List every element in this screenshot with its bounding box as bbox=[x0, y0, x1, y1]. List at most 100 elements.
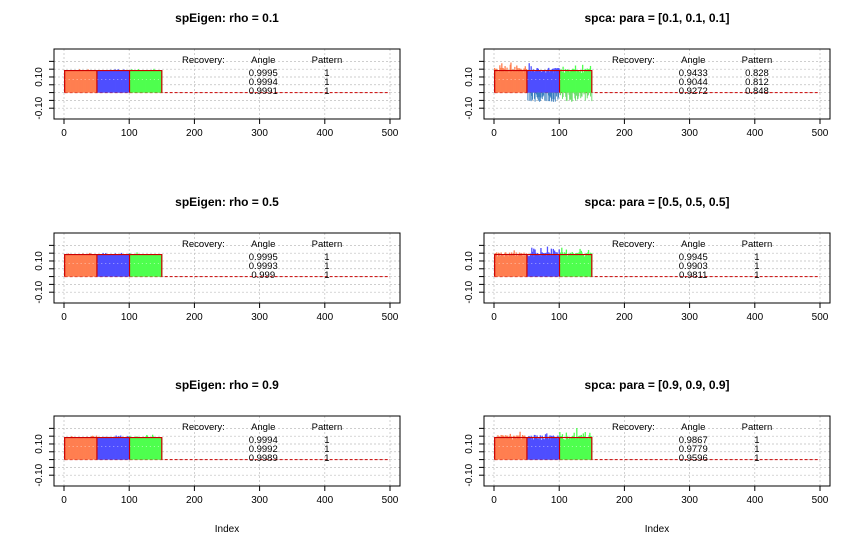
y-tick-label: 0.10 bbox=[464, 251, 475, 271]
x-tick-label: 500 bbox=[812, 128, 829, 139]
angle-value: 0.9811 bbox=[679, 270, 707, 281]
panel-6: spca: para = [0.9, 0.9, 0.9] 0 100 200 300 40… bbox=[464, 378, 831, 535]
y-tick-label: -0.10 bbox=[34, 280, 45, 303]
x-tick-label: 0 bbox=[61, 495, 67, 506]
series-1 bbox=[64, 252, 98, 277]
x-axis: 0 100 200 300 400 500 bbox=[491, 303, 829, 323]
angle-header: Angle bbox=[251, 422, 275, 433]
series-1 bbox=[494, 62, 528, 93]
pattern-value: 1 bbox=[324, 68, 329, 79]
recovery-label: Recovery: bbox=[182, 239, 225, 250]
plot-box bbox=[483, 48, 831, 120]
plot-box bbox=[483, 415, 831, 487]
x-tick-label: 100 bbox=[121, 128, 138, 139]
x-tick-label: 0 bbox=[61, 312, 67, 323]
angle-value: 0.9433 bbox=[679, 68, 708, 79]
x-tick-label: 300 bbox=[251, 312, 268, 323]
angle-value: 0.9903 bbox=[679, 261, 708, 272]
x-tick-label: 500 bbox=[382, 495, 399, 506]
pattern-value: 1 bbox=[754, 453, 759, 464]
x-tick-label: 200 bbox=[186, 128, 203, 139]
x-tick-label: 300 bbox=[681, 128, 698, 139]
panel-2: spca: para = [0.1, 0.1, 0.1] 0 100 200 300 40… bbox=[464, 11, 831, 139]
pattern-value: 1 bbox=[754, 435, 759, 446]
pattern-header: Pattern bbox=[312, 55, 343, 66]
x-tick-label: 0 bbox=[61, 128, 67, 139]
pattern-value: 1 bbox=[754, 252, 759, 263]
x-tick-label: 500 bbox=[812, 312, 829, 323]
x-tick-label: 100 bbox=[121, 312, 138, 323]
y-tick-label: 0.10 bbox=[34, 434, 45, 454]
recovery-label: Recovery: bbox=[182, 422, 225, 433]
x-axis: 0 100 200 300 400 500 bbox=[491, 119, 829, 139]
series-2 bbox=[96, 435, 130, 460]
y-axis: -0.10 0.10 bbox=[464, 244, 484, 304]
x-axis: 0 100 200 300 400 500 bbox=[61, 119, 399, 139]
x-tick-label: 300 bbox=[681, 312, 698, 323]
series-3 bbox=[129, 68, 163, 93]
y-tick-label: -0.10 bbox=[464, 96, 475, 119]
pattern-value: 1 bbox=[754, 270, 759, 281]
series-2 bbox=[526, 246, 560, 277]
x-axis: 0 100 200 300 400 500 bbox=[491, 486, 829, 506]
panel-title: spEigen: rho = 0.9 bbox=[175, 378, 279, 392]
y-axis: -0.10 0.10 bbox=[464, 60, 484, 120]
angle-value: 0.9993 bbox=[249, 261, 278, 272]
series-2 bbox=[96, 69, 130, 93]
panel-5: spEigen: rho = 0.9 0 100 200 300 400 500 -0.10 0… bbox=[34, 378, 401, 535]
x-tick-label: 0 bbox=[491, 495, 497, 506]
angle-header: Angle bbox=[681, 422, 705, 433]
x-tick-label: 500 bbox=[382, 128, 399, 139]
pattern-value: 1 bbox=[324, 270, 329, 281]
y-axis: -0.10 0.10 bbox=[34, 244, 54, 304]
panel-4: spca: para = [0.5, 0.5, 0.5] 0 100 200 300 40… bbox=[464, 195, 831, 323]
angle-value: 0.9779 bbox=[679, 444, 708, 455]
plot-box bbox=[53, 48, 401, 120]
angle-value: 0.9995 bbox=[249, 68, 278, 79]
angle-value: 0.9994 bbox=[249, 435, 278, 446]
y-tick-label: -0.10 bbox=[464, 280, 475, 303]
x-tick-label: 200 bbox=[616, 312, 633, 323]
reference-block-outline bbox=[64, 69, 163, 93]
x-tick-label: 100 bbox=[551, 312, 568, 323]
pattern-header: Pattern bbox=[312, 422, 343, 433]
angle-value: 0.9596 bbox=[679, 453, 708, 464]
series-3 bbox=[559, 247, 593, 277]
pattern-value: 1 bbox=[324, 435, 329, 446]
y-tick-label: -0.10 bbox=[34, 463, 45, 486]
y-axis: -0.10 0.10 bbox=[34, 60, 54, 120]
y-tick-label: 0.10 bbox=[464, 434, 475, 454]
panel-1: spEigen: rho = 0.1 0 100 200 300 400 500 -0.10 0… bbox=[34, 11, 401, 139]
x-tick-label: 200 bbox=[616, 128, 633, 139]
y-axis: -0.10 0.10 bbox=[34, 427, 54, 487]
x-tick-label: 500 bbox=[812, 495, 829, 506]
x-axis-label: Index bbox=[215, 524, 239, 535]
recovery-label: Recovery: bbox=[612, 422, 655, 433]
series-1 bbox=[64, 435, 98, 460]
pattern-value: 1 bbox=[324, 453, 329, 464]
pattern-header: Pattern bbox=[742, 55, 773, 66]
x-axis: 0 100 200 300 400 500 bbox=[61, 486, 399, 506]
series-2 bbox=[526, 63, 560, 102]
y-axis: -0.10 0.10 bbox=[464, 427, 484, 487]
pattern-value: 1 bbox=[324, 261, 329, 272]
reference-block-outline bbox=[494, 69, 593, 93]
x-tick-label: 0 bbox=[491, 128, 497, 139]
angle-value: 0.9994 bbox=[249, 77, 278, 88]
angle-value: 0.9991 bbox=[249, 86, 278, 97]
series-3 bbox=[129, 252, 163, 277]
pattern-value: 0.848 bbox=[745, 86, 769, 97]
y-tick-label: -0.10 bbox=[464, 463, 475, 486]
angle-value: 0.9867 bbox=[679, 435, 708, 446]
angle-header: Angle bbox=[681, 55, 705, 66]
x-tick-label: 0 bbox=[491, 312, 497, 323]
x-tick-label: 200 bbox=[186, 495, 203, 506]
pattern-value: 1 bbox=[324, 444, 329, 455]
reference-block-outline bbox=[494, 253, 593, 277]
x-tick-label: 400 bbox=[746, 128, 763, 139]
angle-value: 0.9945 bbox=[679, 252, 708, 263]
